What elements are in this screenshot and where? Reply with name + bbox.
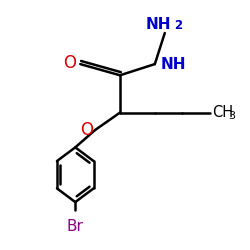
- Text: 3: 3: [228, 110, 235, 120]
- Text: NH: NH: [161, 56, 186, 72]
- Text: CH: CH: [212, 105, 233, 120]
- Text: 2: 2: [174, 19, 182, 32]
- Text: O: O: [80, 121, 93, 139]
- Text: NH: NH: [146, 17, 171, 32]
- Text: Br: Br: [67, 220, 84, 234]
- Text: O: O: [64, 54, 76, 72]
